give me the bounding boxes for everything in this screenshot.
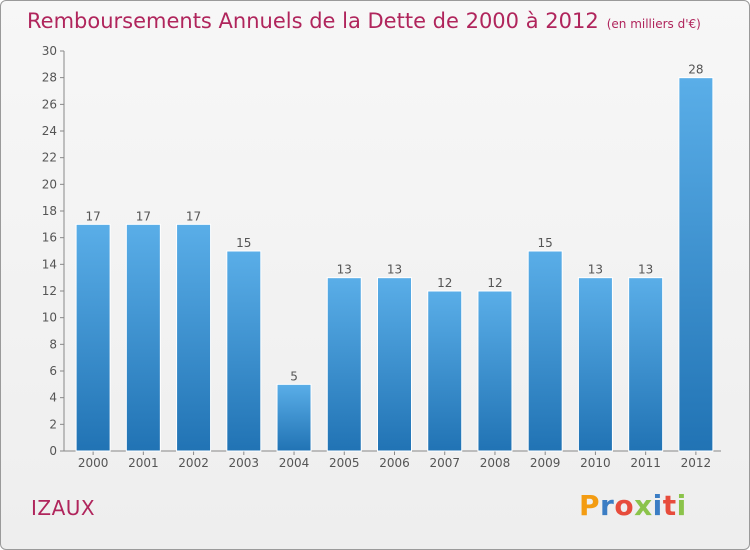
bar-value-label: 12 xyxy=(437,276,452,290)
bar-2010 xyxy=(577,277,613,452)
y-tick-label: 12 xyxy=(42,284,57,298)
x-tick-label: 2007 xyxy=(429,456,460,470)
x-tick-label: 2000 xyxy=(78,456,109,470)
y-tick-label: 30 xyxy=(42,44,57,58)
x-axis: 2000 2001 2002 2003 2004 2005 2006 2007 2008 2009… xyxy=(64,450,721,470)
y-tick-label: 6 xyxy=(49,364,57,378)
logo-letter: o xyxy=(614,489,635,522)
bars xyxy=(75,77,714,452)
bar-2005 xyxy=(326,277,362,452)
logo-letter: i xyxy=(652,489,663,522)
x-tick-label: 2008 xyxy=(480,456,511,470)
y-tick-label: 2 xyxy=(49,417,57,431)
bar-2004 xyxy=(276,383,312,452)
bar-value-label: 13 xyxy=(337,263,352,277)
bar-value-label: 17 xyxy=(85,209,100,223)
bar-value-label: 15 xyxy=(538,236,553,250)
x-tick-label: 2006 xyxy=(379,456,410,470)
y-tick-label: 26 xyxy=(42,97,57,111)
x-tick-label: 2004 xyxy=(279,456,310,470)
chart-title-text: Remboursements Annuels de la Dette de 20… xyxy=(27,9,599,33)
logo-letter: i xyxy=(676,489,687,522)
bar-2009 xyxy=(527,250,563,452)
y-tick-label: 24 xyxy=(42,124,57,138)
logo-letter: t xyxy=(662,489,677,522)
x-tick-label: 2011 xyxy=(630,456,661,470)
logo-letter: P xyxy=(579,489,601,522)
bar-value-label: 17 xyxy=(136,209,151,223)
bar-2008 xyxy=(477,290,513,452)
bar-value-label: 5 xyxy=(290,369,298,383)
proxiti-logo: Proxiti xyxy=(579,489,687,522)
bar-2012 xyxy=(678,77,714,452)
bar-value-label: 12 xyxy=(487,276,502,290)
bar-2006 xyxy=(377,277,412,452)
bar-value-label: 13 xyxy=(387,263,402,277)
bar-2002 xyxy=(176,223,212,452)
y-tick-label: 0 xyxy=(49,444,57,458)
x-tick-label: 2002 xyxy=(178,456,209,470)
x-tick-label: 2003 xyxy=(229,456,260,470)
y-tick-label: 20 xyxy=(42,177,57,191)
bar-value-label: 15 xyxy=(236,236,251,250)
y-tick-label: 10 xyxy=(42,311,57,325)
commune-name: IZAUX xyxy=(31,496,96,520)
y-tick-label: 14 xyxy=(42,257,57,271)
x-tick-label: 2009 xyxy=(530,456,561,470)
bar-value-label: 13 xyxy=(588,263,603,277)
data-labels: 17 17 17 15 5 13 13 12 12 15 13 13 28 xyxy=(85,63,703,384)
bar-value-label: 17 xyxy=(186,209,201,223)
bar-2011 xyxy=(628,277,664,452)
y-tick-label: 28 xyxy=(42,71,57,85)
x-tick-label: 2010 xyxy=(580,456,611,470)
y-tick-label: 4 xyxy=(49,391,57,405)
y-tick-label: 22 xyxy=(42,151,57,165)
bar-2000 xyxy=(75,223,111,452)
chart-title: Remboursements Annuels de la Dette de 20… xyxy=(27,9,701,33)
y-tick-label: 16 xyxy=(42,231,57,245)
bar-2001 xyxy=(125,223,161,452)
bar-2007 xyxy=(427,290,463,452)
x-tick-label: 2001 xyxy=(128,456,159,470)
bar-2003 xyxy=(226,250,262,452)
y-tick-label: 18 xyxy=(42,204,57,218)
logo-letter: x xyxy=(634,489,653,522)
bar-value-label: 28 xyxy=(688,63,703,77)
x-tick-label: 2012 xyxy=(681,456,712,470)
x-tick-label: 2005 xyxy=(329,456,360,470)
bar-value-label: 13 xyxy=(638,263,653,277)
chart-subtitle: (en milliers d'€) xyxy=(606,17,701,31)
logo-letter: r xyxy=(600,489,615,522)
y-tick-label: 8 xyxy=(49,337,57,351)
